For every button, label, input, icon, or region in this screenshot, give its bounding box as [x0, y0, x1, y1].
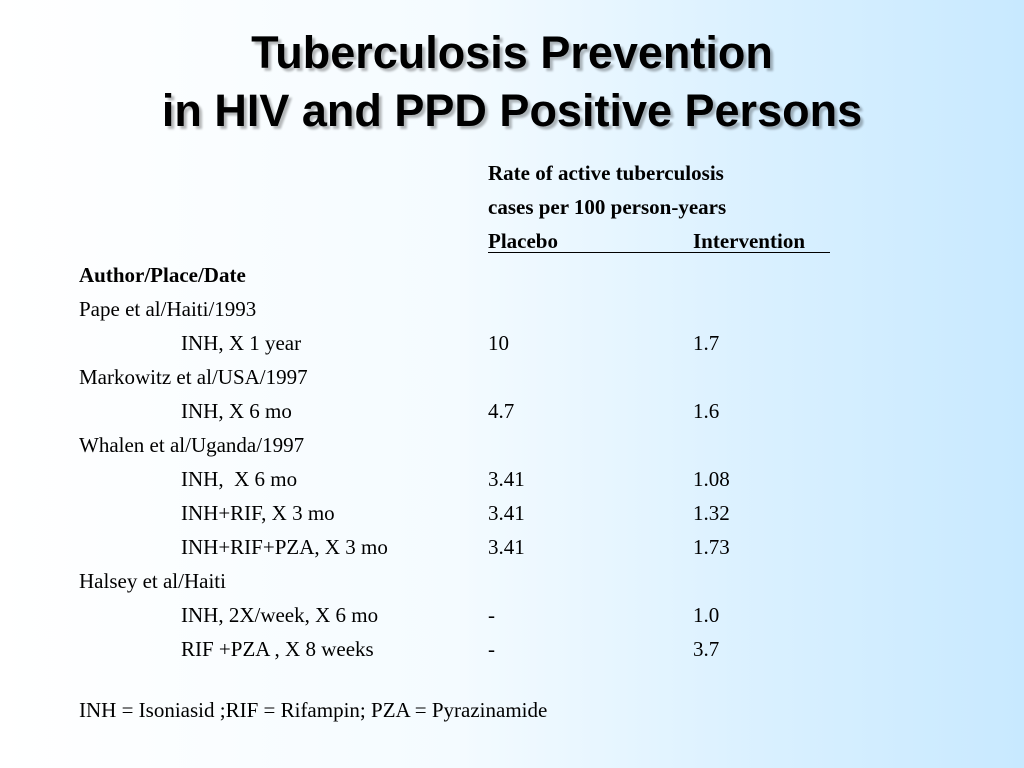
column-header-underline [488, 252, 830, 253]
placebo-rate: - [488, 637, 495, 661]
intervention-rate: 1.73 [693, 535, 730, 559]
intervention-rate: 1.32 [693, 501, 730, 525]
regimen-label: INH, X 1 year [181, 331, 302, 355]
regimen-label: INH, 2X/week, X 6 mo [181, 603, 379, 627]
placebo-rate: - [488, 603, 495, 627]
abbreviations-footnote: INH = Isoniasid ;RIF = Rifampin; PZA = P… [79, 698, 548, 722]
intervention-rate: 1.7 [693, 331, 720, 355]
placebo-rate: 3.41 [488, 467, 525, 491]
intervention-rate: 1.0 [693, 603, 720, 627]
regimen-label: INH+RIF+PZA, X 3 mo [181, 535, 388, 559]
intervention-rate: 1.08 [693, 467, 730, 491]
study-name: Whalen et al/Uganda/1997 [79, 433, 305, 457]
slide-title: Tuberculosis Prevention in HIV and PPD P… [0, 24, 1024, 140]
study-name: Pape et al/Haiti/1993 [79, 297, 257, 321]
study-name: Halsey et al/Haiti [79, 569, 226, 593]
regimen-label: INH, X 6 mo [181, 399, 292, 423]
regimen-label: INH+RIF, X 3 mo [181, 501, 335, 525]
rate-header-line-2: cases per 100 person-years [488, 195, 727, 219]
placebo-rate: 3.41 [488, 535, 525, 559]
study-name: Markowitz et al/USA/1997 [79, 365, 308, 389]
intervention-rate: 3.7 [693, 637, 720, 661]
col-header-placebo: Placebo [488, 229, 558, 253]
placebo-rate: 4.7 [488, 399, 515, 423]
slide-title-line-1: Tuberculosis Prevention [251, 27, 773, 78]
placebo-rate: 10 [488, 331, 509, 355]
slide-title-line-2: in HIV and PPD Positive Persons [161, 85, 863, 136]
rate-header-line-1: Rate of active tuberculosis [488, 161, 724, 185]
row-header-author-place-date: Author/Place/Date [79, 263, 246, 287]
intervention-rate: 1.6 [693, 399, 720, 423]
regimen-label: RIF +PZA , X 8 weeks [181, 637, 374, 661]
col-header-intervention: Intervention [693, 229, 805, 253]
regimen-label: INH, X 6 mo [181, 467, 298, 491]
placebo-rate: 3.41 [488, 501, 525, 525]
